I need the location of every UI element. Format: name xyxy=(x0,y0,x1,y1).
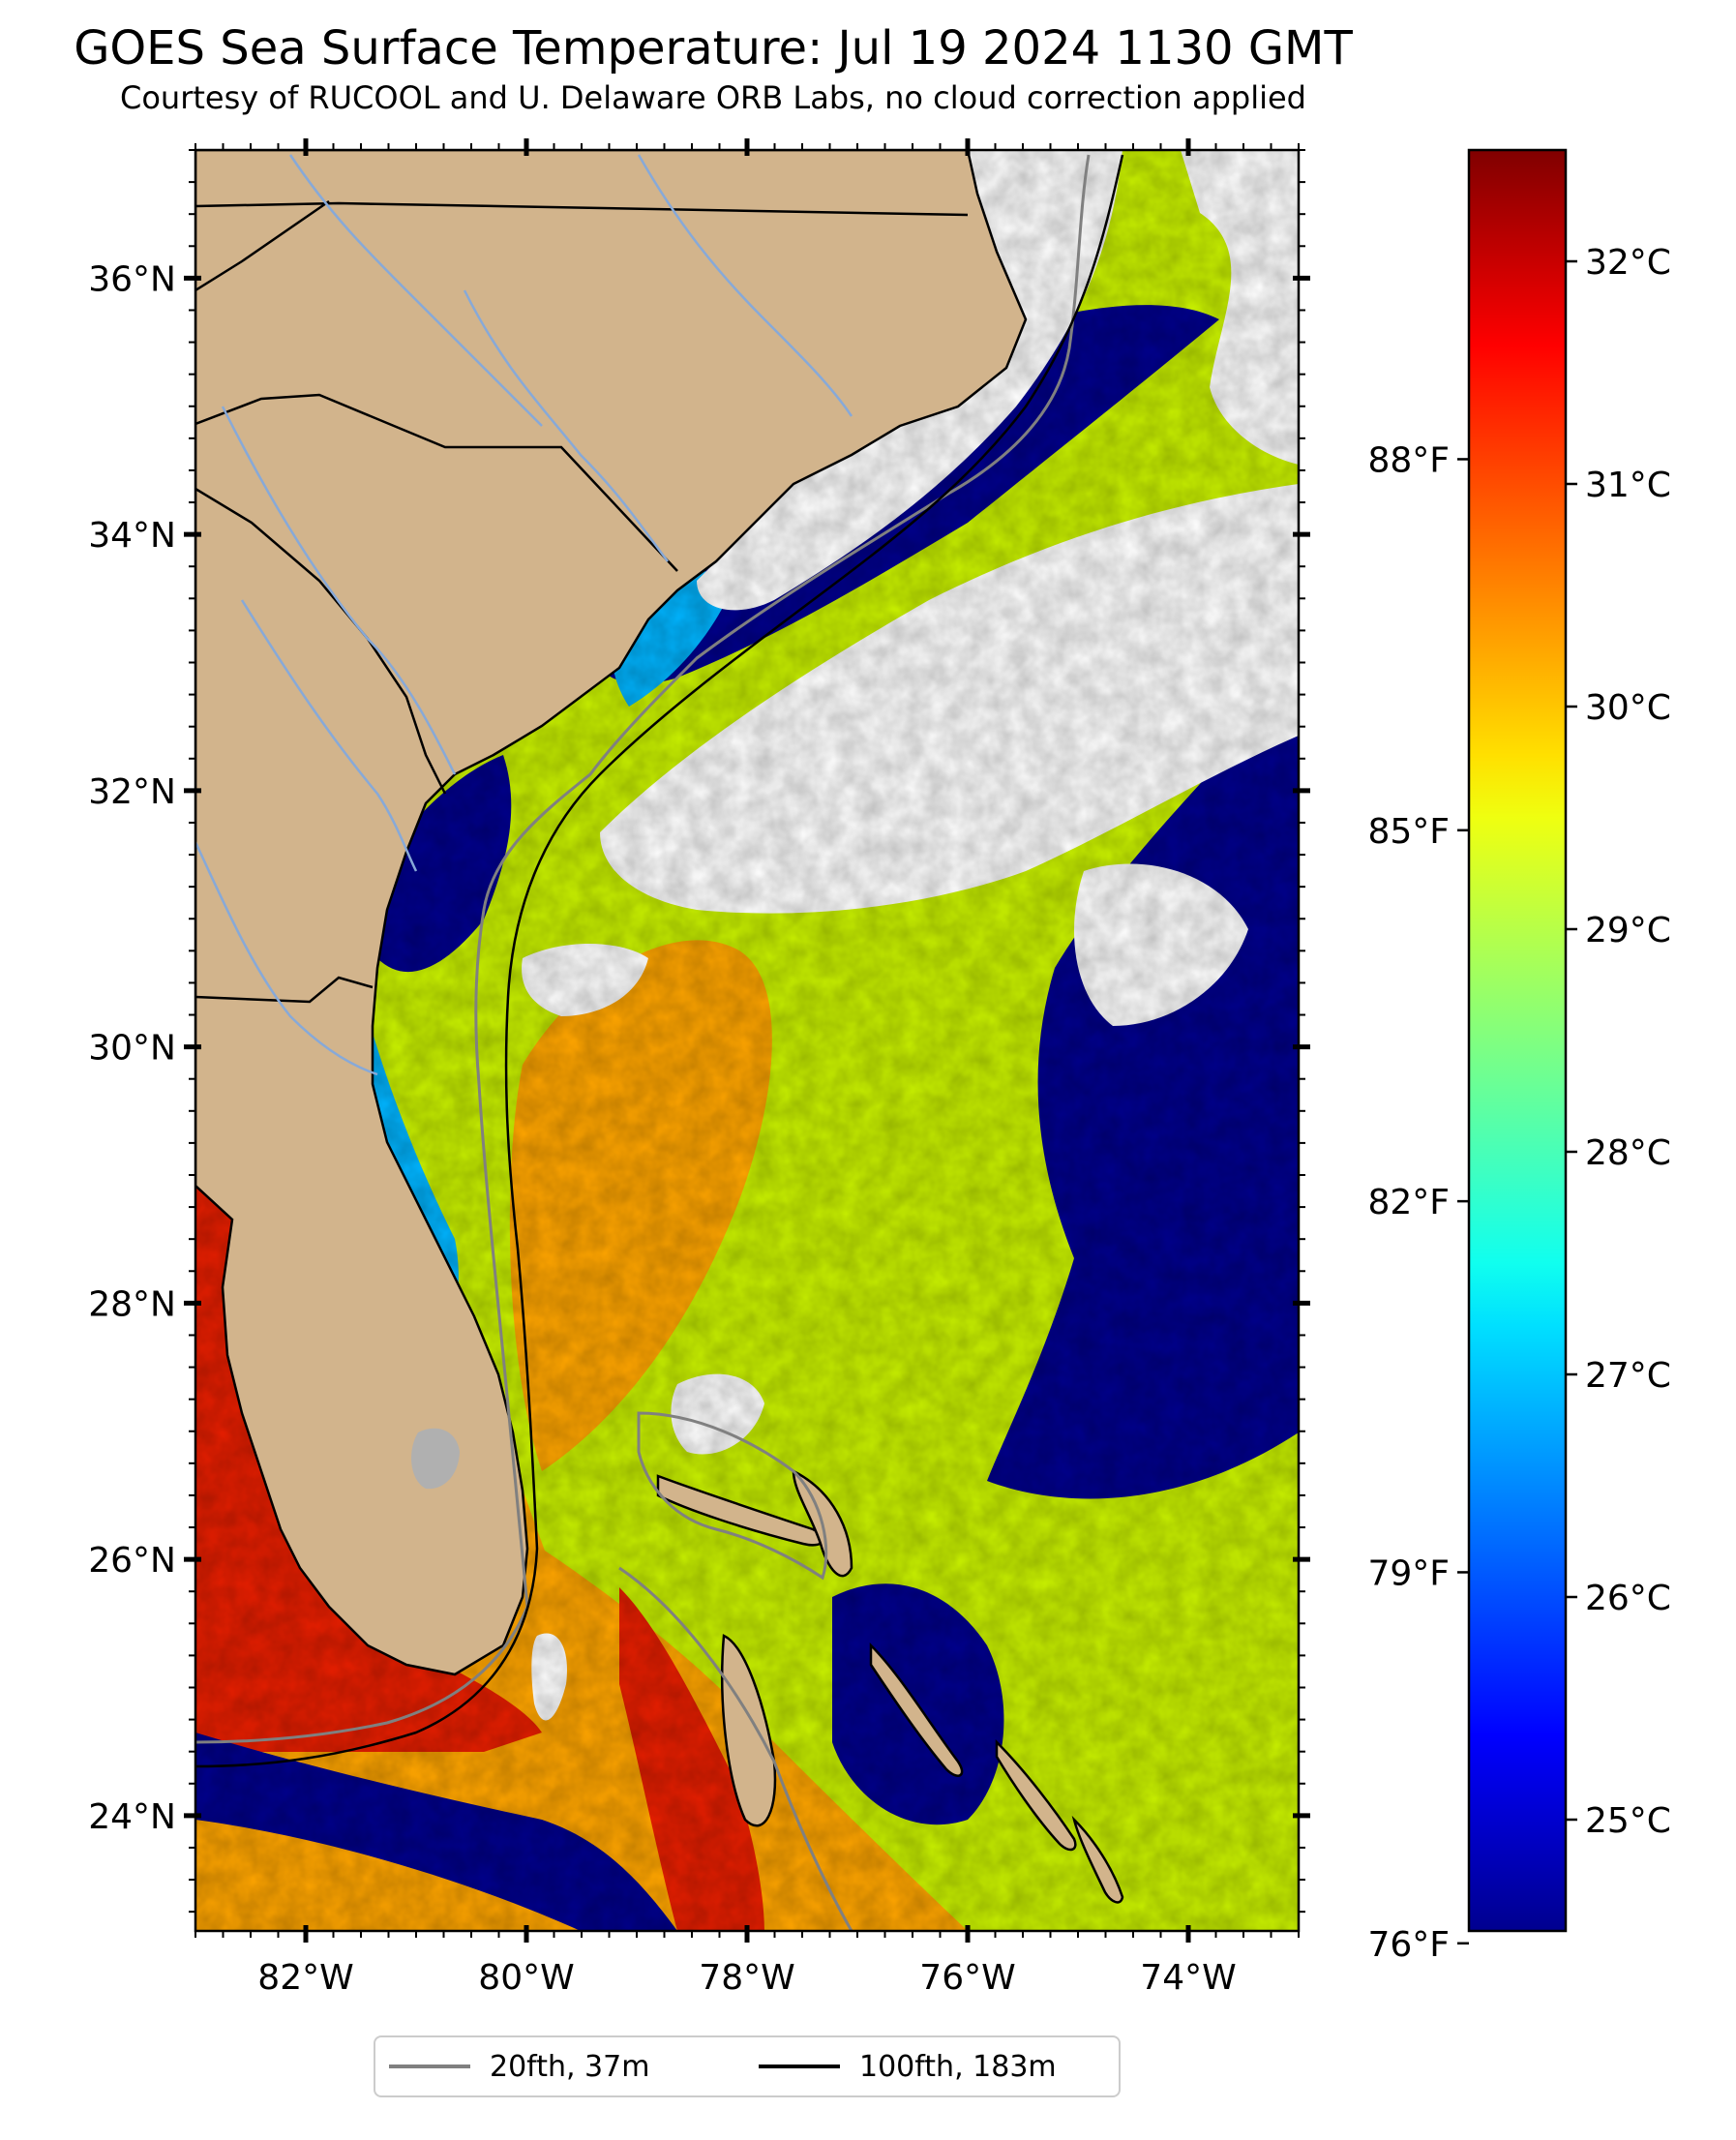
lon-label: 82°W xyxy=(257,1958,353,1998)
colorbar xyxy=(1467,148,1568,1933)
colorbar-celsius-label: 31°C xyxy=(1585,466,1671,505)
colorbar-fahrenheit-label: 76°F xyxy=(1367,1925,1450,1965)
lon-label: 78°W xyxy=(699,1958,794,1998)
map-area xyxy=(195,150,1299,1931)
rivers xyxy=(195,154,853,1076)
chart-title: GOES Sea Surface Temperature: Jul 19 202… xyxy=(74,21,1353,75)
minor-ticks xyxy=(189,143,1305,1938)
land-southeast-us xyxy=(195,150,1028,1676)
lake-okeechobee xyxy=(411,1428,460,1490)
colorbar-celsius-label: 28°C xyxy=(1585,1133,1671,1173)
lon-label: 80°W xyxy=(478,1958,574,1998)
legend: 20fth, 37m 100fth, 183m xyxy=(374,2035,1121,2097)
colorbar-celsius-label: 25°C xyxy=(1585,1801,1671,1841)
contour-20fth-bahamas xyxy=(637,1411,828,1581)
legend-label-100fth: 100fth, 183m xyxy=(859,2049,1057,2084)
land-exuma xyxy=(995,1738,1077,1852)
contour-20fth-andros xyxy=(618,1566,853,1931)
latitude-axis: 36°N 34°N 32°N 30°N 28°N 26°N 24°N xyxy=(88,259,1310,1837)
colorbar-fahrenheit-ticks: 88°F 85°F 82°F 79°F 76°F xyxy=(1367,440,1469,1965)
colorbar-celsius-label: 27°C xyxy=(1585,1356,1671,1396)
lat-label: 32°N xyxy=(88,772,176,812)
state-border-nc-tn xyxy=(195,199,330,292)
colorbar-celsius-label: 26°C xyxy=(1585,1579,1671,1618)
lat-label: 30°N xyxy=(88,1029,176,1069)
lat-label: 24°N xyxy=(88,1797,176,1837)
lat-label: 28°N xyxy=(88,1284,176,1324)
colorbar-celsius-label: 29°C xyxy=(1585,911,1671,950)
colorbar-celsius-ticks: 32°C 31°C 30°C 29°C 28°C 27°C 26°C 25°C xyxy=(1566,243,1671,1841)
state-border-va-nc xyxy=(195,201,969,217)
land-eleuthera xyxy=(869,1642,964,1777)
legend-item-100fth: 100fth, 183m xyxy=(759,2037,1057,2095)
colorbar-fahrenheit-label: 79°F xyxy=(1367,1553,1450,1593)
land-andros xyxy=(721,1634,777,1827)
colorbar-fahrenheit-label: 88°F xyxy=(1367,440,1450,480)
land-cat-island xyxy=(1071,1815,1124,1904)
state-border-nc-sc xyxy=(195,393,678,572)
lat-label: 36°N xyxy=(88,259,176,299)
contour-100fth xyxy=(195,154,1124,1768)
chart-subtitle: Courtesy of RUCOOL and U. Delaware ORB L… xyxy=(120,79,1306,116)
lat-label: 34°N xyxy=(88,516,176,556)
legend-swatch-20fth xyxy=(389,2065,470,2068)
lon-label: 76°W xyxy=(919,1958,1015,1998)
colorbar-celsius-label: 32°C xyxy=(1585,243,1671,283)
legend-label-20fth: 20fth, 37m xyxy=(490,2049,650,2084)
state-border-ga-fl xyxy=(195,976,374,1004)
colorbar-celsius-label: 30°C xyxy=(1585,688,1671,728)
contour-20fth xyxy=(195,154,1091,1744)
legend-item-20fth: 20fth, 37m xyxy=(389,2037,649,2095)
lon-label: 74°W xyxy=(1140,1958,1236,1998)
lat-label: 26°N xyxy=(88,1541,176,1581)
colorbar-fahrenheit-label: 82°F xyxy=(1367,1183,1450,1222)
legend-swatch-100fth xyxy=(759,2065,840,2068)
colorbar-fahrenheit-label: 85°F xyxy=(1367,812,1450,852)
